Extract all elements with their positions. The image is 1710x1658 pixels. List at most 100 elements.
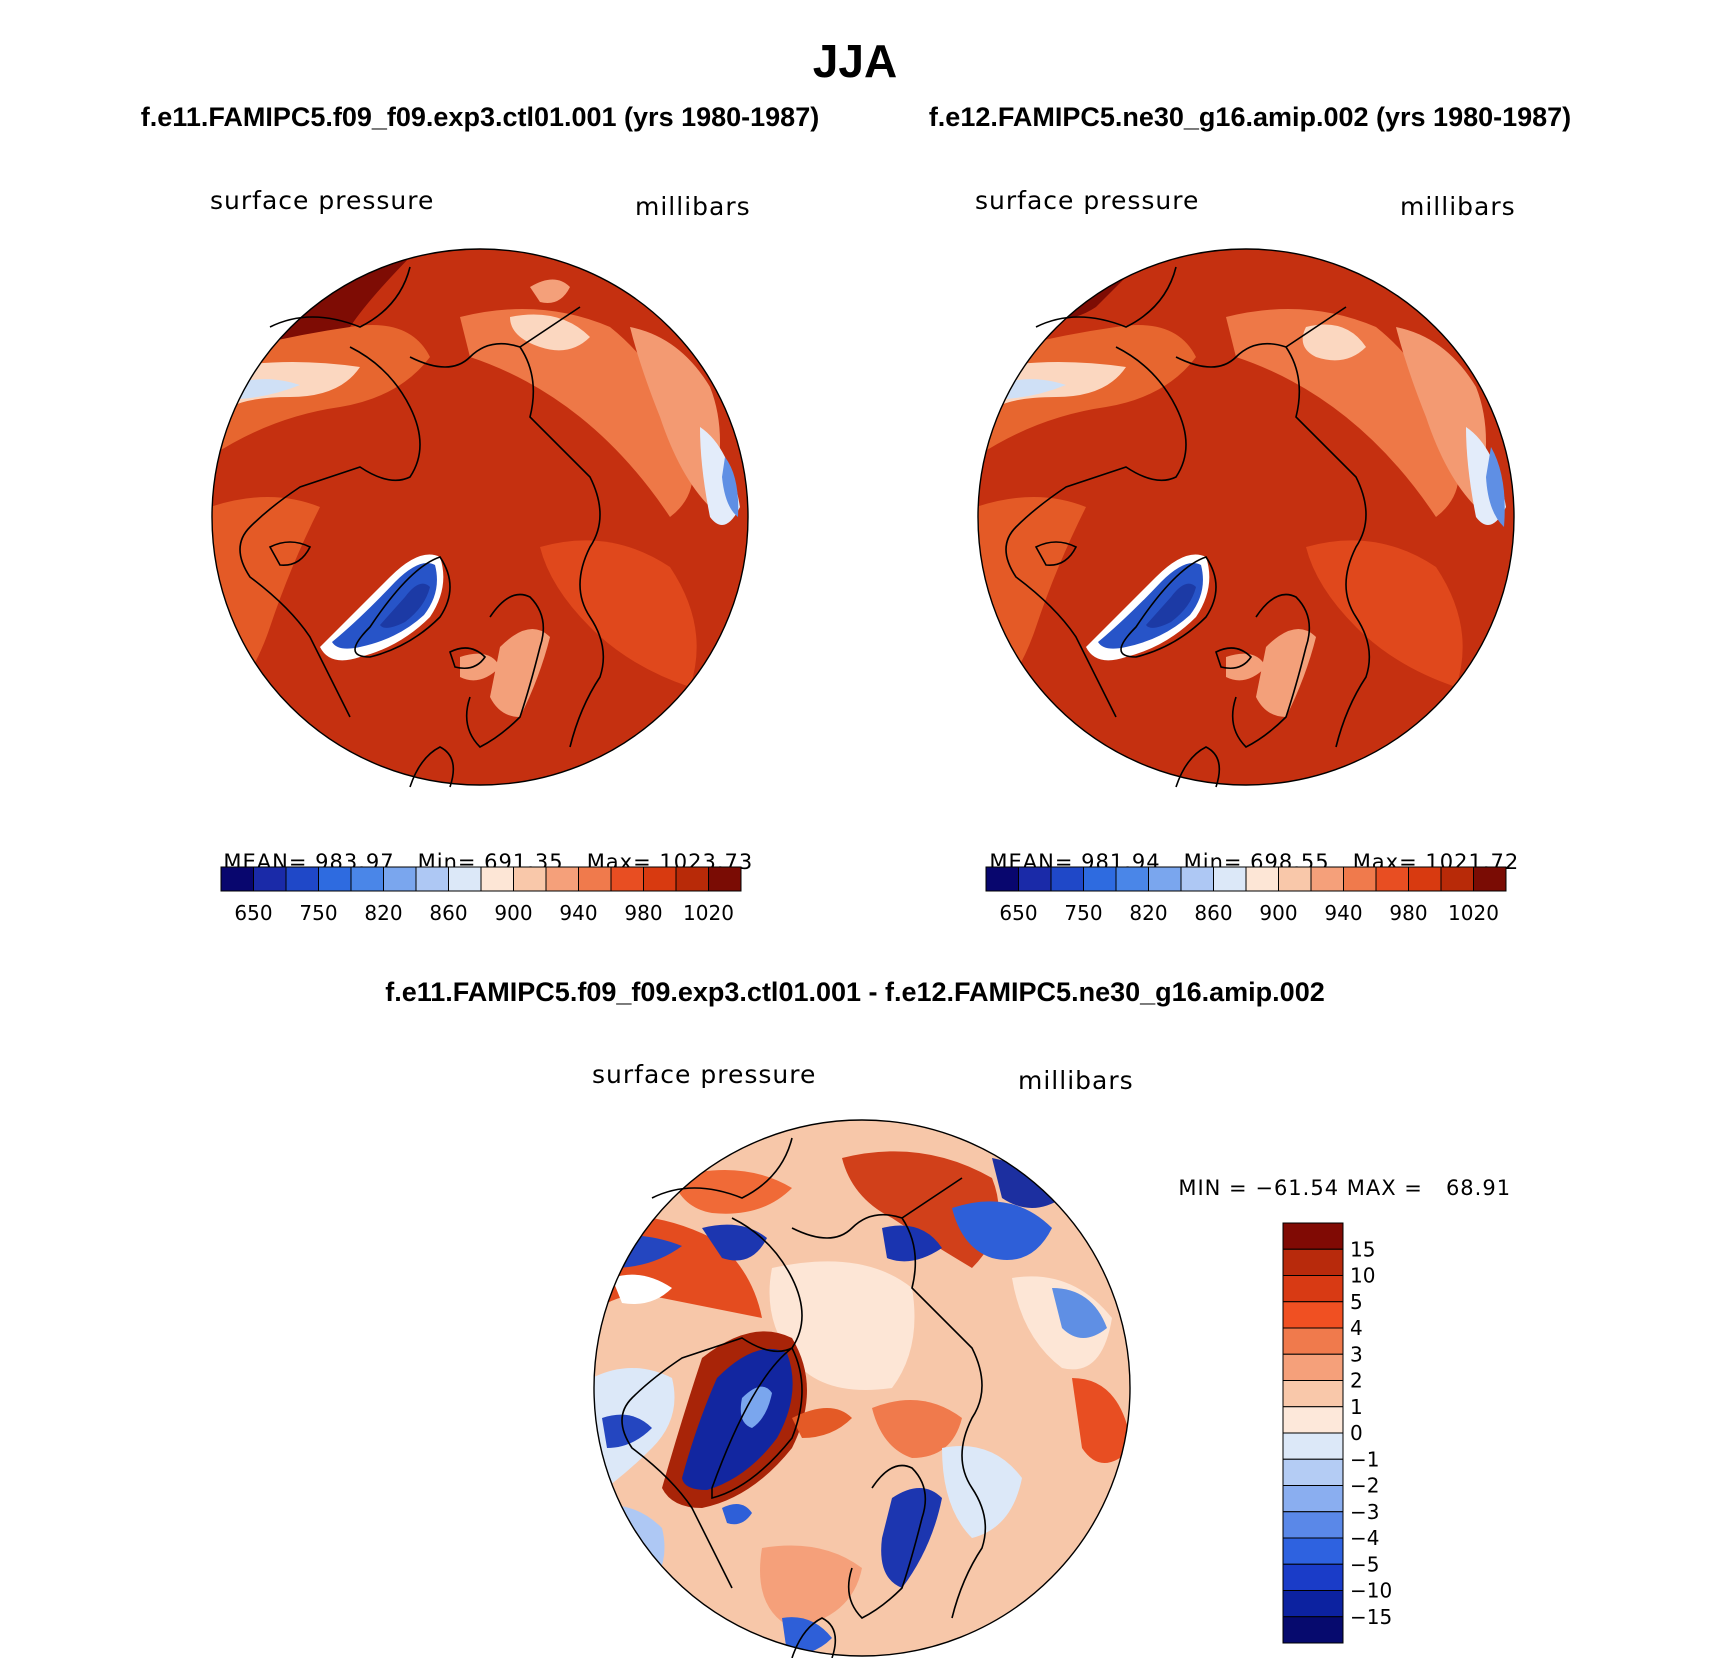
difference-max: 68.91 — [1445, 1176, 1512, 1200]
colorbar-tick-label: 1020 — [1448, 901, 1499, 925]
difference-min-label: MIN = — [1178, 1176, 1248, 1200]
difference-colorbar-tick-label: −2 — [1350, 1474, 1379, 1498]
difference-colorbar-tick-label: −1 — [1350, 1447, 1379, 1471]
colorbar-swatch — [985, 866, 1019, 892]
colorbar-swatch — [350, 866, 384, 892]
difference-colorbar-tick-label: −10 — [1350, 1579, 1392, 1603]
figure-title: JJA — [812, 35, 898, 87]
colorbar-swatch — [448, 866, 482, 892]
colorbar-tick-label: 940 — [559, 901, 597, 925]
colorbar-swatch — [285, 866, 319, 892]
difference-colorbar-swatch — [1282, 1353, 1344, 1381]
difference-colorbar-swatch — [1282, 1590, 1344, 1618]
colorbar-swatch — [253, 866, 287, 892]
colorbar-swatch — [480, 866, 514, 892]
difference-variable: surface pressure — [592, 1060, 817, 1089]
difference-colorbar-swatch — [1282, 1380, 1344, 1408]
colorbar-tick-label: 860 — [429, 901, 467, 925]
difference-units: millibars — [1018, 1066, 1134, 1095]
colorbar-swatch — [675, 866, 709, 892]
colorbar-swatch — [1148, 866, 1182, 892]
colorbar-swatch — [1083, 866, 1117, 892]
panel2-units: millibars — [1400, 192, 1516, 221]
panel1-title: f.e11.FAMIPC5.f09_f09.exp3.ctl01.001 (yr… — [140, 102, 820, 132]
difference-title: f.e11.FAMIPC5.f09_f09.exp3.ctl01.001 - f… — [385, 977, 1325, 1007]
difference-colorbar-swatch — [1282, 1406, 1344, 1434]
difference-colorbar-tick-label: 5 — [1350, 1290, 1363, 1314]
colorbar-swatch — [1050, 866, 1084, 892]
colorbar-swatch — [1473, 866, 1507, 892]
difference-colorbar-swatch — [1282, 1275, 1344, 1303]
difference-colorbar-tick-label: −5 — [1350, 1552, 1379, 1576]
panel2-colorbar: 650 750 820 860 900 940 980 1020 — [985, 866, 1507, 925]
difference-colorbar-swatch — [1282, 1563, 1344, 1591]
colorbar-swatch — [1018, 866, 1052, 892]
difference-colorbar-tick-label: 4 — [1350, 1316, 1363, 1340]
difference-colorbar-tick-label: 2 — [1350, 1369, 1363, 1393]
difference-colorbar-tick-label: 1 — [1350, 1395, 1363, 1419]
difference-colorbar-tick-label: 10 — [1350, 1264, 1375, 1288]
difference-colorbar-swatch — [1282, 1432, 1344, 1460]
colorbar-tick-label: 860 — [1194, 901, 1232, 925]
colorbar-tick-label: 900 — [494, 901, 532, 925]
colorbar-swatch — [578, 866, 612, 892]
colorbar-swatch — [1278, 866, 1312, 892]
difference-colorbar-swatch — [1282, 1222, 1344, 1250]
colorbar-tick-label: 750 — [299, 901, 337, 925]
colorbar-swatch — [1310, 866, 1344, 892]
colorbar-swatch — [220, 866, 254, 892]
difference-max-label: MAX = — [1346, 1176, 1423, 1200]
difference-min: −61.54 — [1255, 1176, 1340, 1200]
difference-colorbar-swatch — [1282, 1485, 1344, 1513]
colorbar-tick-label: 980 — [624, 901, 662, 925]
difference-colorbar-swatch — [1282, 1537, 1344, 1565]
colorbar-tick-label: 900 — [1259, 901, 1297, 925]
colorbar-swatch — [513, 866, 547, 892]
panel1-colorbar: 650 750 820 860 900 940 980 1020 — [220, 866, 742, 925]
difference-colorbar-tick-label: −4 — [1350, 1526, 1379, 1550]
colorbar-swatch — [545, 866, 579, 892]
difference-colorbar-tick-label: −15 — [1350, 1605, 1392, 1629]
colorbar-swatch — [415, 866, 449, 892]
difference-colorbar-swatch — [1282, 1458, 1344, 1486]
panel1-polar-map — [211, 248, 749, 788]
panel1-variable: surface pressure — [210, 186, 435, 215]
difference-colorbar-swatch — [1282, 1511, 1344, 1539]
colorbar-swatch — [1343, 866, 1377, 892]
colorbar-tick-label: 750 — [1064, 901, 1102, 925]
colorbar-swatch — [1408, 866, 1442, 892]
difference-colorbar-swatch — [1282, 1248, 1344, 1276]
colorbar-swatch — [318, 866, 352, 892]
colorbar-swatch — [1245, 866, 1279, 892]
difference-colorbar-tick-label: 0 — [1350, 1421, 1363, 1445]
panel2-title: f.e12.FAMIPC5.ne30_g16.amip.002 (yrs 198… — [928, 102, 1572, 132]
colorbar-swatch — [708, 866, 742, 892]
difference-range: MIN = −61.54 MAX = 68.91 — [1163, 1152, 1511, 1200]
colorbar-swatch — [1375, 866, 1409, 892]
panel2-polar-map — [977, 248, 1515, 788]
panel2-variable: surface pressure — [975, 186, 1200, 215]
difference-colorbar-tick-label: 15 — [1350, 1237, 1375, 1261]
difference-colorbar-tick-label: −3 — [1350, 1500, 1379, 1524]
difference-colorbar-swatch — [1282, 1616, 1344, 1644]
colorbar-tick-label: 650 — [999, 901, 1037, 925]
difference-colorbar-tick-label: 3 — [1350, 1342, 1363, 1366]
colorbar-swatch — [1180, 866, 1214, 892]
colorbar-swatch — [1115, 866, 1149, 892]
colorbar-tick-label: 650 — [234, 901, 272, 925]
colorbar-tick-label: 1020 — [683, 901, 734, 925]
colorbar-tick-label: 820 — [364, 901, 402, 925]
panel1-units: millibars — [635, 192, 751, 221]
difference-colorbar-swatch — [1282, 1327, 1344, 1355]
colorbar-swatch — [610, 866, 644, 892]
colorbar-swatch — [1213, 866, 1247, 892]
colorbar-swatch — [643, 866, 677, 892]
colorbar-tick-label: 820 — [1129, 901, 1167, 925]
colorbar-tick-label: 980 — [1389, 901, 1427, 925]
difference-colorbar-swatch — [1282, 1301, 1344, 1329]
colorbar-swatch — [1440, 866, 1474, 892]
colorbar-swatch — [383, 866, 417, 892]
colorbar-tick-label: 940 — [1324, 901, 1362, 925]
difference-polar-map — [593, 1119, 1131, 1658]
